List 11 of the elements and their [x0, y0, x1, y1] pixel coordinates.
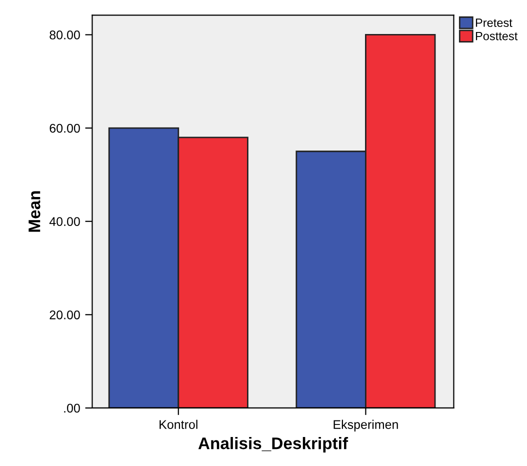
x-axis-title: Analisis_Deskriptif — [198, 436, 348, 453]
y-tick-label: 40.00 — [49, 217, 80, 226]
legend-label: Pretest — [476, 18, 512, 27]
y-tick-label: 80.00 — [50, 30, 80, 40]
x-tick-label: Kontrol — [160, 420, 198, 429]
legend-label: Posttest — [476, 32, 518, 40]
y-tick-label: .00 — [64, 404, 80, 413]
y-tick-label: 20.00 — [50, 310, 80, 320]
y-axis-title: Mean — [28, 191, 40, 232]
x-tick-label: Eksperimen — [334, 420, 398, 432]
y-tick-label: 60.00 — [50, 124, 80, 133]
